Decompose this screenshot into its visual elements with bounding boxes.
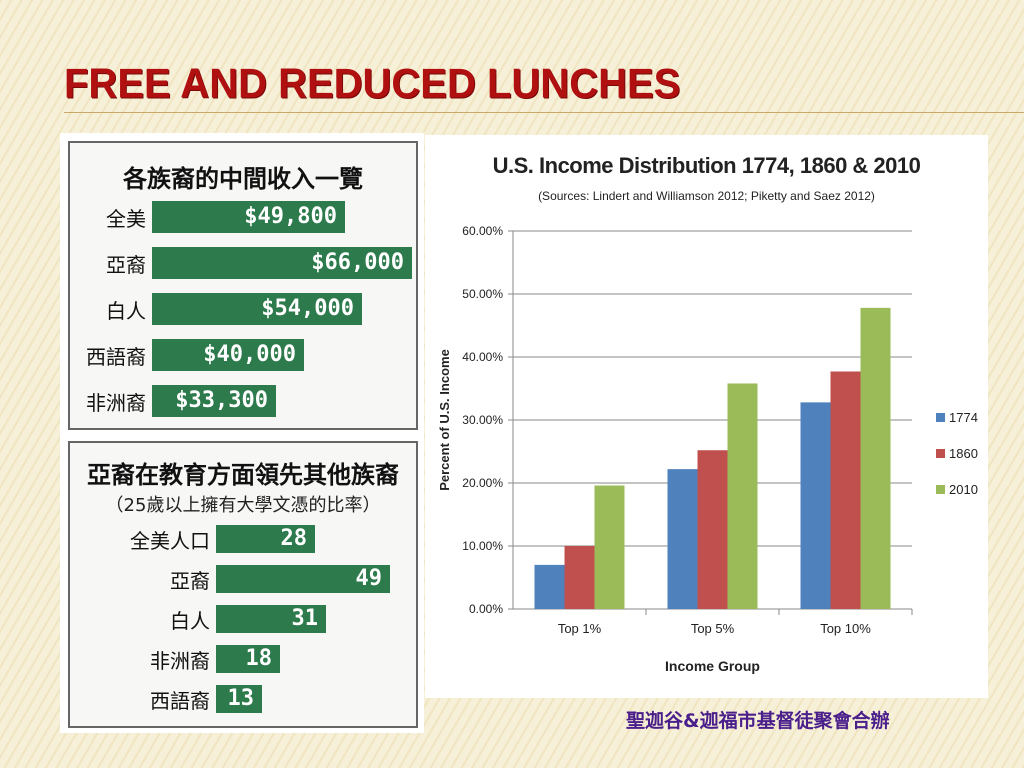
value-bar: 31	[216, 605, 326, 633]
row-label: 全美	[106, 207, 146, 231]
row-label: 非洲裔	[86, 391, 146, 415]
bar-2010-top10	[860, 307, 891, 609]
bar-2010-top5	[727, 383, 758, 609]
income-table-title: 各族裔的中間收入一覽	[123, 165, 363, 193]
legend-swatch-1860	[936, 449, 945, 458]
chart-title: U.S. Income Distribution 1774, 1860 & 20…	[492, 153, 921, 178]
bar-1860-top5	[697, 450, 728, 609]
value-bar: 18	[216, 645, 280, 673]
value-bar: $33,300	[152, 385, 276, 417]
y-tick-label: 30.00%	[462, 413, 503, 427]
bar-1860-top1	[564, 546, 595, 609]
value-bar: $40,000	[152, 339, 304, 371]
row-label: 西語裔	[150, 689, 210, 713]
y-tick-label: 0.00%	[469, 602, 503, 616]
left-panel: 各族裔的中間收入一覽 全美 $49,800 亞裔 $66,000 白人 $54,000 西語…	[60, 133, 424, 733]
legend-swatch-2010	[936, 485, 945, 494]
row-label: 亞裔	[106, 253, 146, 277]
slide-title: FREE AND REDUCED LUNCHES	[64, 60, 681, 108]
value-bar: 49	[216, 565, 390, 593]
bar-1774-top10	[800, 402, 831, 609]
chart-subtitle: (Sources: Lindert and Williamson 2012; P…	[538, 189, 875, 203]
legend-label: 1774	[949, 410, 978, 425]
row-label: 非洲裔	[150, 649, 210, 673]
row-label: 西語裔	[86, 345, 146, 369]
row-label: 亞裔	[170, 569, 210, 593]
value-bar: $66,000	[152, 247, 412, 279]
x-tick-label: Top 10%	[820, 621, 871, 636]
legend-swatch-1774	[936, 413, 945, 422]
y-tick-label: 60.00%	[462, 224, 503, 238]
y-tick-label: 10.00%	[462, 539, 503, 553]
bar-1774-top1	[534, 564, 565, 609]
legend-label: 2010	[949, 482, 978, 497]
chart-svg: 0.00% 10.00% 20.00% 30.00% 40.00% 50.00% 60.00…	[437, 224, 978, 674]
education-table: 亞裔在教育方面領先其他族裔 （25歲以上擁有大學文憑的比率） 全美人口 28 亞裔 4…	[68, 441, 418, 728]
row-label: 白人	[106, 299, 146, 323]
education-table-subtitle: （25歲以上擁有大學文憑的比率）	[105, 495, 381, 516]
x-tick-label: Top 1%	[558, 621, 602, 636]
y-axis-label: Percent of U.S. Income	[437, 349, 452, 491]
legend-label: 1860	[949, 446, 978, 461]
row-label: 白人	[170, 609, 210, 633]
value-bar: 28	[216, 525, 315, 553]
income-table: 各族裔的中間收入一覽 全美 $49,800 亞裔 $66,000 白人 $54,000 西語…	[68, 141, 418, 430]
y-tick-label: 50.00%	[462, 287, 503, 301]
bar-1860-top10	[830, 371, 861, 609]
y-tick-label: 20.00%	[462, 476, 503, 490]
bar-2010-top1	[594, 485, 625, 609]
row-label: 全美人口	[130, 529, 210, 553]
value-bar: 13	[216, 685, 262, 713]
x-axis-label: Income Group	[665, 658, 760, 674]
education-table-title: 亞裔在教育方面領先其他族裔	[87, 461, 399, 489]
income-distribution-chart: U.S. Income Distribution 1774, 1860 & 20…	[425, 135, 988, 698]
x-tick-label: Top 5%	[691, 621, 735, 636]
title-underline	[64, 112, 1024, 113]
bar-1774-top5	[667, 469, 698, 609]
y-tick-label: 40.00%	[462, 350, 503, 364]
credit-text: 聖迦谷&迦福市基督徒聚會合辦	[626, 710, 890, 732]
value-bar: $49,800	[152, 201, 345, 233]
value-bar: $54,000	[152, 293, 362, 325]
